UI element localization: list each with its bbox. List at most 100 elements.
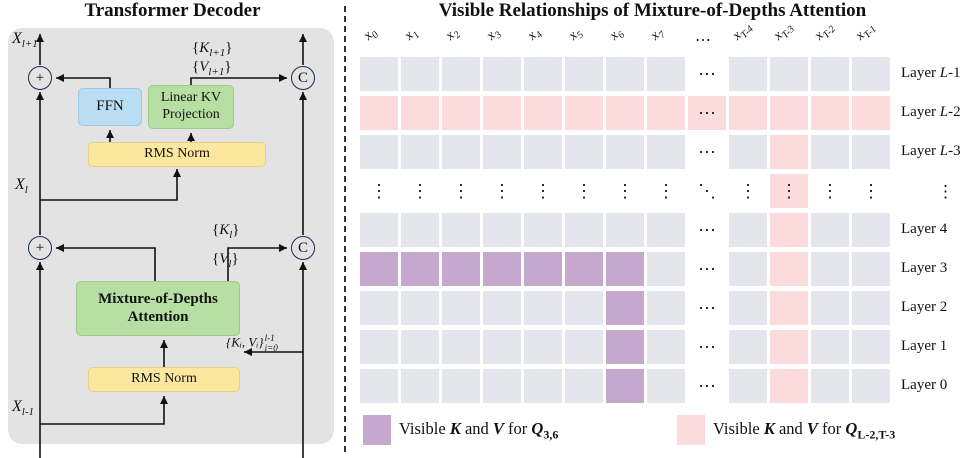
grid-cell — [852, 57, 890, 91]
grid-cell — [852, 135, 890, 169]
grid-cell — [483, 135, 521, 169]
grid-cell — [606, 213, 644, 247]
grid-cell — [647, 135, 685, 169]
grid-cell — [442, 291, 480, 325]
grid-cell — [729, 57, 767, 91]
grid-cell — [442, 96, 480, 130]
grid-cell — [524, 291, 562, 325]
grid-cell — [852, 330, 890, 364]
row-label: Layer 3 — [901, 260, 948, 276]
row-label: Layer 1 — [901, 338, 948, 354]
column-header: x0 — [360, 28, 382, 44]
grid-cell — [524, 57, 562, 91]
grid-cell — [606, 291, 644, 325]
grid-cell — [360, 330, 398, 364]
row-label: Layer 4 — [901, 221, 948, 237]
grid-cell — [483, 213, 521, 247]
grid-cell — [565, 57, 603, 91]
grid-cell — [401, 252, 439, 286]
mixture-of-depths-attention-box: Mixture-of-Depths Attention — [76, 281, 240, 336]
grid-cell — [524, 96, 562, 130]
grid-cell: ⋯ — [688, 96, 726, 130]
grid-cell — [811, 213, 849, 247]
grid-cell — [770, 213, 808, 247]
row-label: Layer 0 — [901, 377, 948, 393]
rms-norm-box-top: RMS Norm — [88, 142, 266, 167]
column-header: x5 — [565, 28, 587, 44]
panel-divider — [344, 6, 346, 452]
v-l-label: {Vl} — [212, 251, 239, 270]
grid-cell — [524, 135, 562, 169]
grid-cell — [565, 252, 603, 286]
row-label: Layer L-3 — [901, 143, 960, 159]
grid-cell — [442, 135, 480, 169]
grid-cell: ⋯ — [698, 63, 716, 84]
concat-node-top: C — [291, 66, 315, 90]
grid-cell — [360, 291, 398, 325]
grid-cell — [811, 369, 849, 403]
grid-cell — [770, 57, 808, 91]
row-label: Layer L-1 — [901, 65, 960, 81]
grid-cell — [442, 330, 480, 364]
grid-cell — [565, 135, 603, 169]
grid-cell: ⋮ — [770, 174, 808, 208]
grid-cell: ⋯ — [698, 297, 716, 318]
transformer-decoder-panel: Transformer Decoder — [0, 0, 345, 458]
grid-cell — [647, 330, 685, 364]
grid-cell — [770, 291, 808, 325]
grid-cell — [770, 369, 808, 403]
row-label: Layer L-2 — [901, 104, 960, 120]
grid-cell — [360, 96, 398, 130]
grid-cell — [360, 135, 398, 169]
grid-cell: ⋯ — [698, 258, 716, 279]
grid-cell: ⋯ — [698, 375, 716, 396]
column-header: x2 — [442, 28, 464, 44]
grid-cell — [442, 213, 480, 247]
legend-label-qL2T3: Visible K and V for QL-2,T-3 — [713, 419, 896, 442]
grid-cell — [770, 135, 808, 169]
column-header: xT-3 — [770, 23, 797, 44]
grid-cell — [483, 369, 521, 403]
grid-cell: ⋯ — [698, 141, 716, 162]
grid-cell — [565, 96, 603, 130]
grid-cell — [811, 135, 849, 169]
grid-cell — [729, 252, 767, 286]
grid-cell — [565, 213, 603, 247]
grid-cell — [811, 57, 849, 91]
grid-cell — [442, 369, 480, 403]
grid-cell — [811, 96, 849, 130]
grid-cell: ⋮ — [370, 180, 388, 201]
grid-cell: ⋮ — [493, 180, 511, 201]
linear-kv-projection-box: Linear KV Projection — [148, 85, 234, 129]
legend-swatch-pink — [677, 415, 705, 445]
grid-cell — [647, 369, 685, 403]
grid-cell: ⋮ — [739, 180, 757, 201]
rms-norm-box-bottom: RMS Norm — [88, 367, 240, 392]
grid-cell — [647, 252, 685, 286]
grid-cell — [442, 252, 480, 286]
grid-cell — [852, 291, 890, 325]
grid-cell — [729, 330, 767, 364]
grid-cell — [729, 135, 767, 169]
grid-cell — [360, 57, 398, 91]
grid-cell: ⋮ — [452, 180, 470, 201]
ffn-box: FFN — [78, 88, 142, 126]
row-label: Layer 2 — [901, 299, 948, 315]
column-header: xT-1 — [852, 23, 879, 44]
grid-cell — [401, 369, 439, 403]
column-header: xT-4 — [729, 23, 756, 44]
grid-cell — [852, 96, 890, 130]
residual-add-node-top: + — [28, 66, 52, 90]
grid-cell — [524, 369, 562, 403]
grid-cell: ⋮ — [575, 180, 593, 201]
k-l-plus-1-label: {Kl+1} — [192, 40, 233, 59]
grid-cell — [606, 330, 644, 364]
grid-cell — [401, 135, 439, 169]
grid-cell — [811, 252, 849, 286]
v-l-plus-1-label: {Vl+1} — [192, 59, 232, 78]
grid-cell — [770, 96, 808, 130]
legend-swatch-purple — [363, 415, 391, 445]
residual-add-node-bottom: + — [28, 236, 52, 260]
grid-cell — [524, 252, 562, 286]
kv-cache-label: {Kᵢ, Vᵢ} l-1 i=0 — [226, 333, 278, 354]
